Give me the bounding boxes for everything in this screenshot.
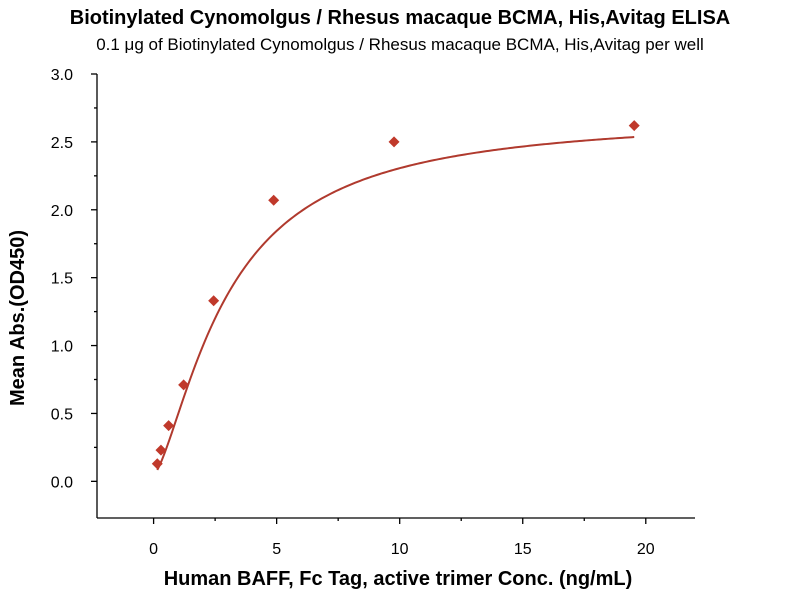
x-tick-label: 15 [514,541,532,558]
x-axis-title: Human BAFF, Fc Tag, active trimer Conc. … [164,568,633,590]
data-point [628,120,640,132]
y-tick-label: 0.5 [51,406,73,423]
y-tick-label: 0.0 [51,474,73,491]
x-tick-label: 10 [391,541,409,558]
data-point [208,295,220,307]
fit-curve [156,136,635,471]
data-points [151,120,640,470]
y-axis-ticks: 0.0 0.5 1.0 1.5 2.0 2.5 3.0 [51,67,97,491]
y-tick-label: 2.5 [51,135,73,152]
data-point [151,458,163,470]
y-tick-label: 1.0 [51,339,73,356]
chart-title: Biotinylated Cynomolgus / Rhesus macaque… [70,7,730,29]
data-point [178,379,190,391]
x-tick-label: 20 [637,541,655,558]
x-tick-label: 5 [272,541,281,558]
y-tick-label: 2.0 [51,203,73,220]
y-tick-label: 3.0 [51,67,73,84]
x-axis-ticks: 0 5 10 15 20 [149,518,655,558]
x-tick-label: 0 [149,541,158,558]
data-point [388,136,400,148]
y-axis-title: Mean Abs.(OD450) [7,230,29,406]
y-tick-label: 1.5 [51,271,73,288]
data-point [163,420,175,432]
data-point [268,194,280,206]
data-point [155,444,167,456]
chart-subtitle: 0.1 μg of Biotinylated Cynomolgus / Rhes… [96,35,704,54]
